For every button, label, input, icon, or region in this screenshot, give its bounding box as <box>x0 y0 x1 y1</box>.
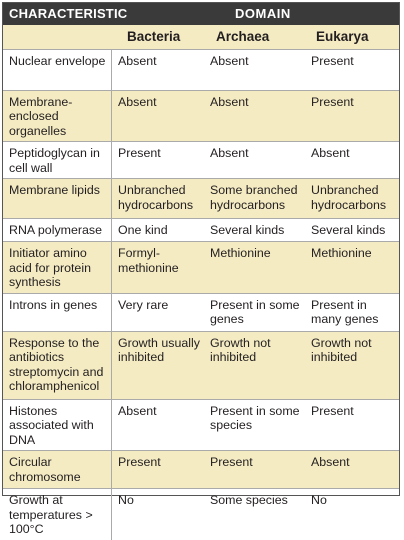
archaea-cell: Present in some genes <box>204 293 305 332</box>
eukarya-cell: Unbranched hydrocarbons <box>305 178 399 219</box>
bacteria-cell: One kind <box>111 218 204 242</box>
bacteria-cell: Present <box>111 141 204 179</box>
table-row: RNA polymerase One kind Several kinds Sever… <box>3 218 399 242</box>
characteristic-cell: Initiator amino acid for protein synthes… <box>3 241 112 294</box>
characteristic-cell: Membrane-enclosed organelles <box>3 90 112 142</box>
archaea-cell: Several kinds <box>204 218 305 242</box>
eukarya-cell: Absent <box>305 450 399 489</box>
table-row: Response to the antibiotics streptomycin… <box>3 331 399 400</box>
table-row: Membrane-enclosed organelles Absent Absent… <box>3 90 399 142</box>
table-row: Membrane lipids Unbranched hydrocarbons So… <box>3 178 399 219</box>
comparison-table-body: Nuclear envelope Absent Absent Present Membr… <box>3 50 399 540</box>
archaea-cell: Absent <box>204 141 305 179</box>
domain-subheader: Bacteria Archaea Eukarya <box>3 25 399 50</box>
eukarya-cell: Present <box>305 90 399 142</box>
domain-bacteria-heading: Bacteria <box>127 29 181 44</box>
archaea-cell: Methionine <box>204 241 305 294</box>
archaea-cell: Absent <box>204 90 305 142</box>
bacteria-cell: Absent <box>111 90 204 142</box>
eukarya-cell: Methionine <box>305 241 399 294</box>
bacteria-cell: Present <box>111 450 204 489</box>
eukarya-cell: Present <box>305 50 399 91</box>
table-row: Introns in genes Very rare Present in some… <box>3 293 399 332</box>
archaea-cell: Present in some species <box>204 399 305 451</box>
eukarya-cell: Growth not inhibited <box>305 331 399 400</box>
table-row: Initiator amino acid for protein synthes… <box>3 241 399 294</box>
characteristic-cell: Peptidoglycan in cell wall <box>3 141 112 179</box>
bacteria-cell: Unbranched hydrocarbons <box>111 178 204 219</box>
table-row: Nuclear envelope Absent Absent Present <box>3 50 399 91</box>
table-row: Histones associated with DNA Absent Presen… <box>3 399 399 451</box>
characteristic-cell: Circular chromosome <box>3 450 112 489</box>
bacteria-cell: Absent <box>111 399 204 451</box>
domain-heading: DOMAIN <box>235 6 291 21</box>
bacteria-cell: Formyl-methionine <box>111 241 204 294</box>
eukarya-cell: No <box>311 493 327 507</box>
table-row: Circular chromosome Present Present Absent <box>3 450 399 489</box>
archaea-cell: Some branched hydrocarbons <box>204 178 305 219</box>
characteristic-cell: Histones associated with DNA <box>3 399 112 451</box>
characteristic-cell: Introns in genes <box>3 293 112 332</box>
table-row: Growth at temperatures > 100°C No Some spe… <box>3 488 399 540</box>
bacteria-cell: No <box>118 493 134 507</box>
bacteria-cell: Very rare <box>111 293 204 332</box>
characteristic-cell: Response to the antibiotics streptomycin… <box>3 331 112 400</box>
bacteria-cell: Absent <box>111 50 204 91</box>
archaea-cell: Absent <box>204 50 305 91</box>
archaea-cell: Present <box>204 450 305 489</box>
characteristic-cell: Growth at temperatures > 100°C <box>3 488 112 540</box>
characteristic-cell: Nuclear envelope <box>3 50 112 91</box>
characteristic-cell: Membrane lipids <box>3 178 112 219</box>
eukarya-cell: Present <box>305 399 399 451</box>
bacteria-cell: Growth usually inhibited <box>111 331 204 400</box>
characteristic-heading: CHARACTERISTIC <box>9 6 128 21</box>
domain-eukarya-heading: Eukarya <box>316 29 369 44</box>
characteristic-cell: RNA polymerase <box>3 218 112 242</box>
table-header: CHARACTERISTIC DOMAIN <box>3 3 399 25</box>
table-row: Peptidoglycan in cell wall Present Absent A… <box>3 141 399 179</box>
archaea-cell: Growth not inhibited <box>204 331 305 400</box>
eukarya-cell: Several kinds <box>305 218 399 242</box>
archaea-cell: Some species <box>210 493 288 507</box>
eukarya-cell: Present in many genes <box>305 293 399 332</box>
domain-archaea-heading: Archaea <box>216 29 270 44</box>
eukarya-cell: Absent <box>305 141 399 179</box>
